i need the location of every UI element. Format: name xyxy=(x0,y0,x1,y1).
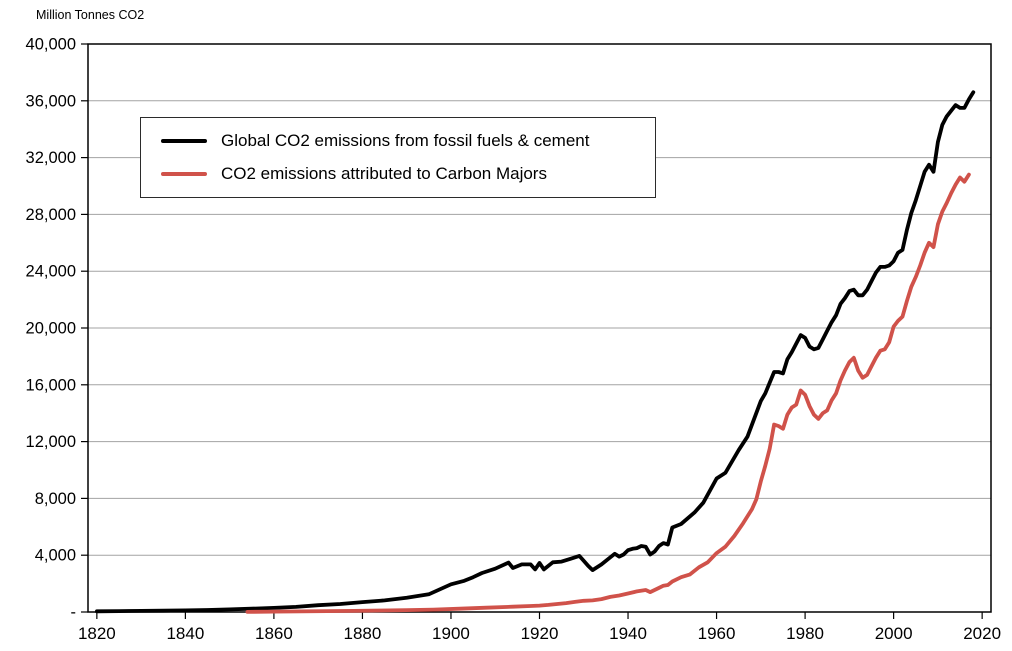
y-tick-label: 20,000 xyxy=(26,320,76,338)
x-tick-label: 1960 xyxy=(698,624,736,643)
y-tick-label: 24,000 xyxy=(26,263,76,281)
x-tick-label: 1900 xyxy=(432,624,470,643)
y-tick-label: 28,000 xyxy=(26,206,76,224)
y-tick-label: 16,000 xyxy=(26,376,76,394)
series-line-global-emissions xyxy=(95,90,976,614)
series-line-carbon-majors xyxy=(245,172,971,614)
x-tick-label: 2000 xyxy=(875,624,913,643)
y-axis-unit-label: Million Tonnes CO2 xyxy=(36,8,145,22)
x-tick-label: 1920 xyxy=(521,624,559,643)
legend-item-carbon-majors: CO2 emissions attributed to Carbon Major… xyxy=(161,164,635,184)
y-tick-label: 36,000 xyxy=(26,92,76,110)
y-tick-label: 12,000 xyxy=(26,433,76,451)
legend-line-swatch-black xyxy=(161,138,207,144)
y-tick-label: 4,000 xyxy=(35,547,76,565)
legend-item-global-emissions: Global CO2 emissions from fossil fuels &… xyxy=(161,131,635,151)
x-tick-label: 1860 xyxy=(255,624,293,643)
x-tick-label: 1980 xyxy=(786,624,824,643)
x-tick-label: 1880 xyxy=(344,624,382,643)
legend: Global CO2 emissions from fossil fuels &… xyxy=(140,117,656,198)
x-tick-label: 1840 xyxy=(166,624,204,643)
legend-label-carbon-majors: CO2 emissions attributed to Carbon Major… xyxy=(221,164,547,183)
legend-line-swatch-red xyxy=(161,171,207,177)
y-tick-label: 8,000 xyxy=(35,490,76,508)
y-tick-label: 40,000 xyxy=(26,36,76,54)
x-tick-label: 1940 xyxy=(609,624,647,643)
x-tick-label: 1820 xyxy=(78,624,116,643)
legend-label-global-emissions: Global CO2 emissions from fossil fuels &… xyxy=(221,131,590,150)
plot-border xyxy=(87,43,992,613)
x-tick-label: 2020 xyxy=(963,624,1001,643)
y-tick-label: 32,000 xyxy=(26,149,76,167)
y-tick-label: - xyxy=(71,604,77,622)
